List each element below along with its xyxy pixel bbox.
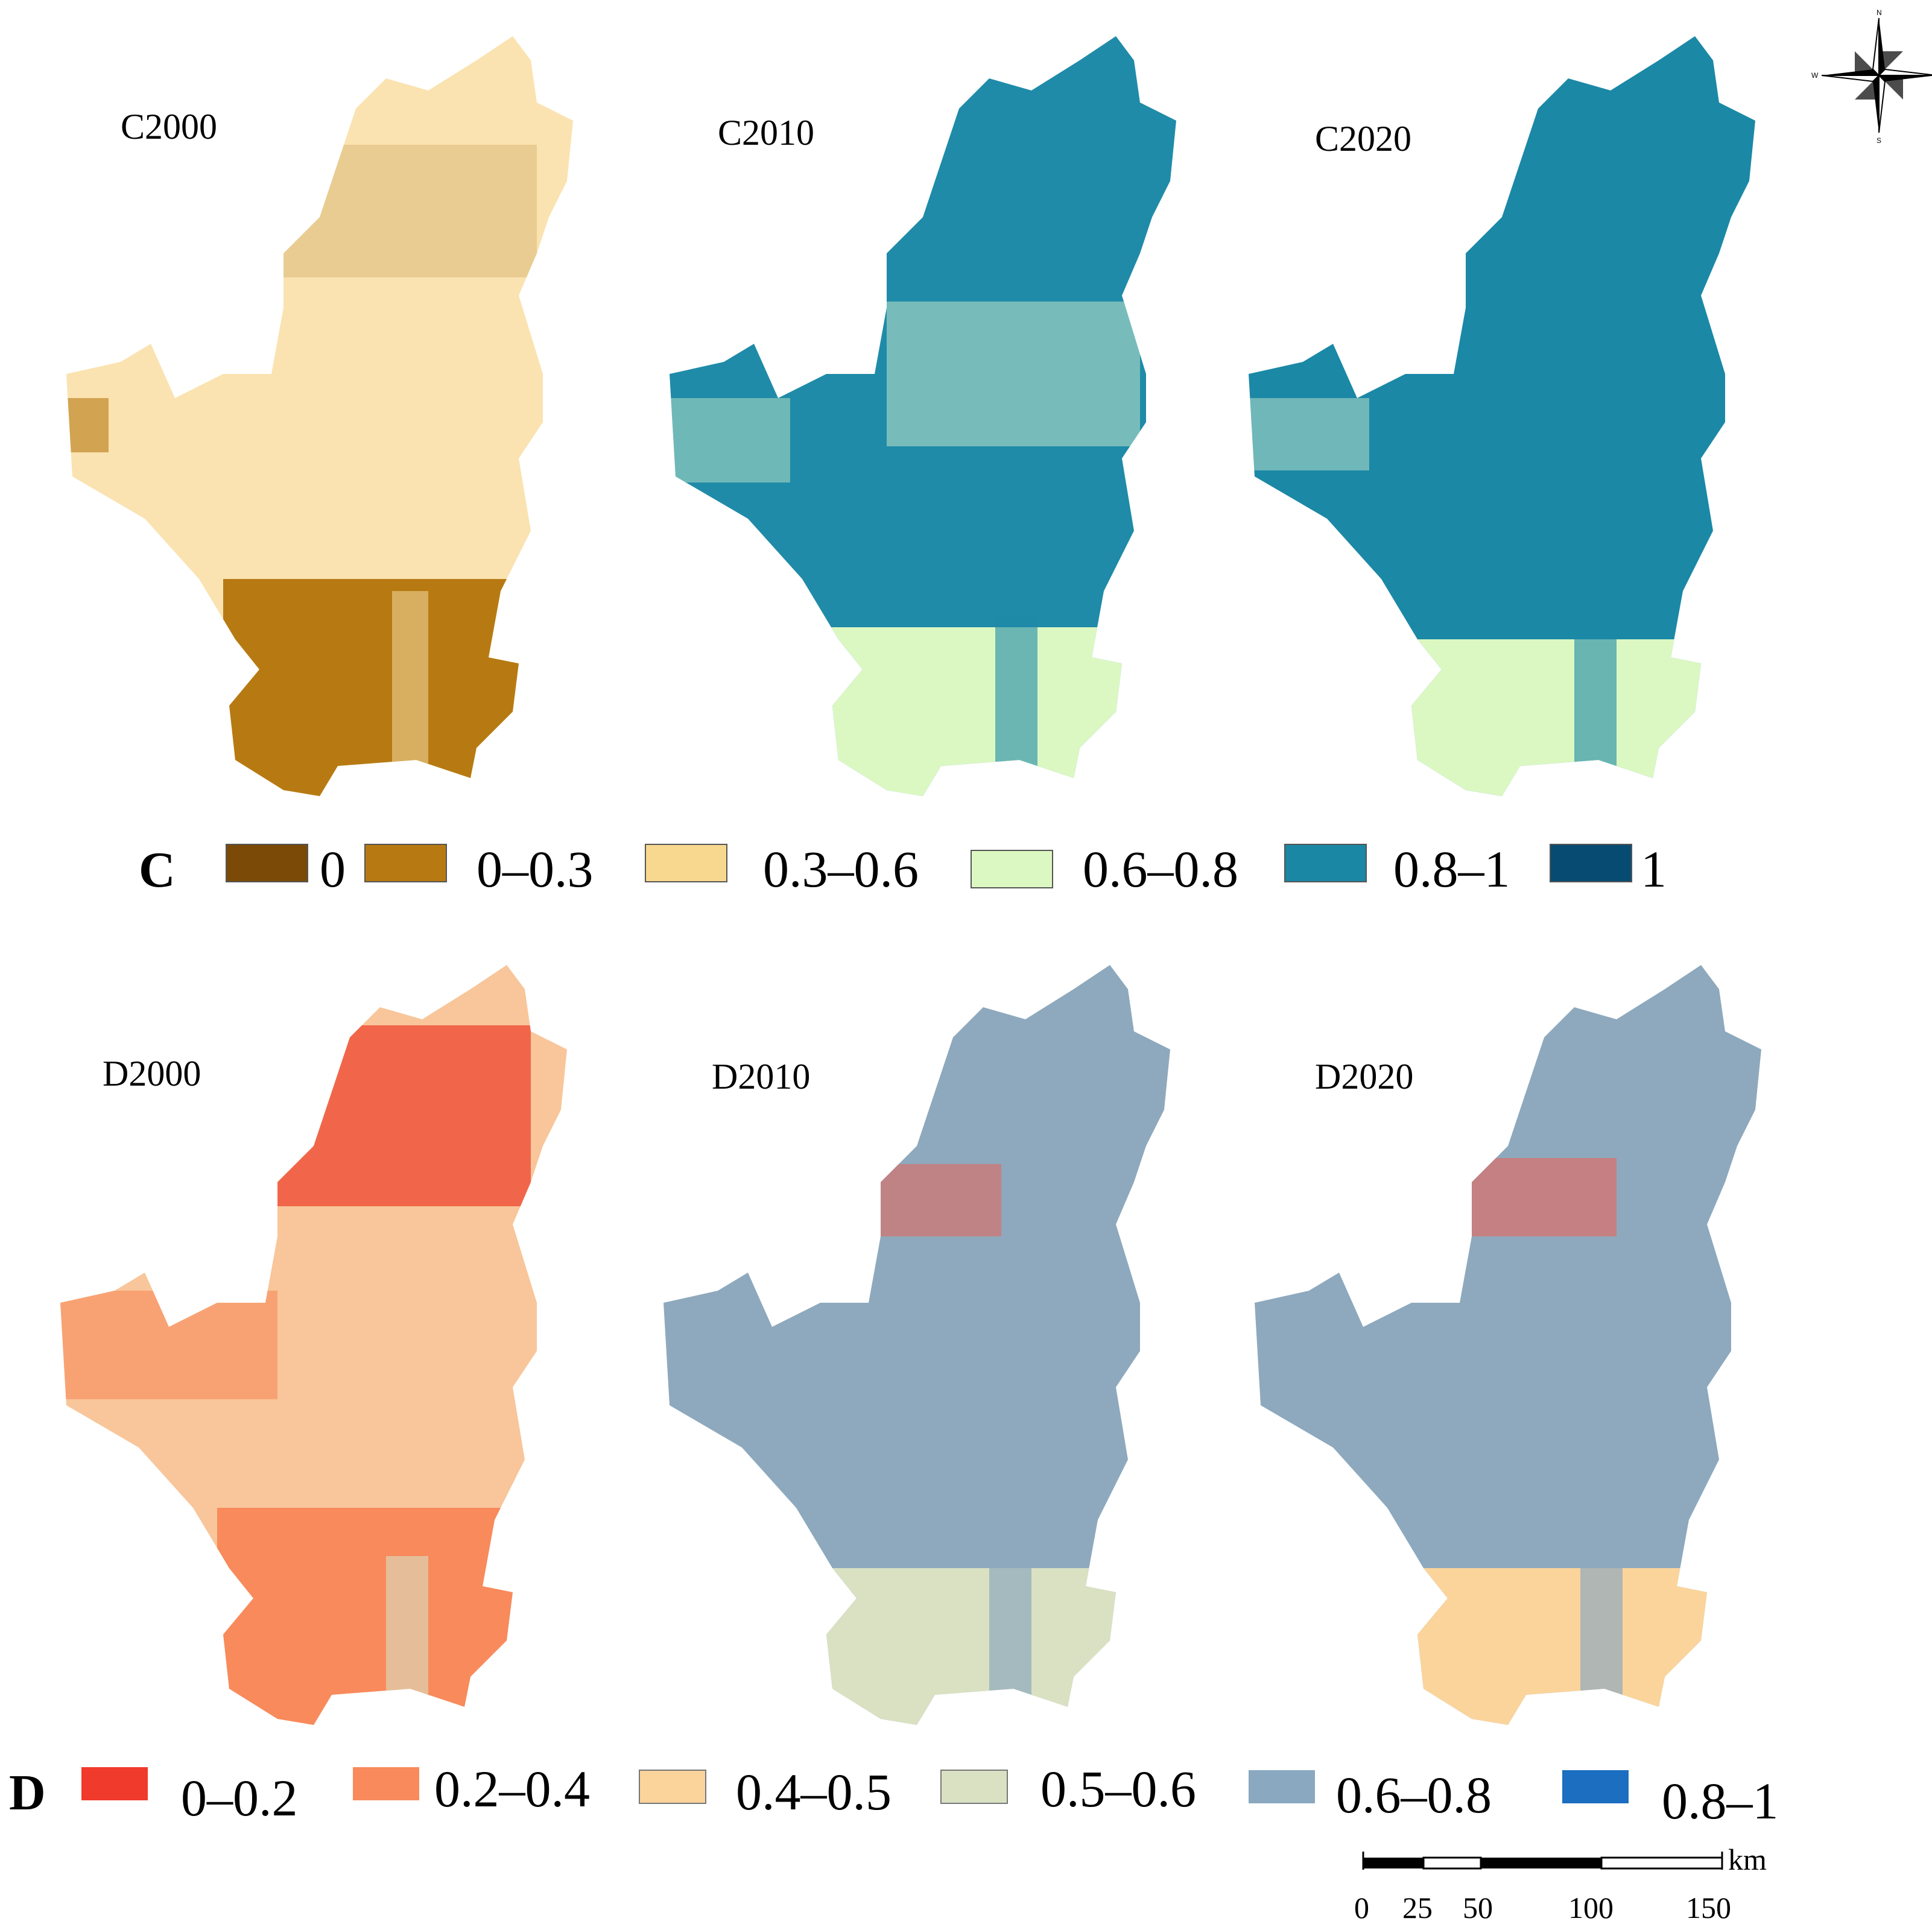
scale-tick-0: 0 [1354, 1891, 1369, 1925]
legend-c-swatch-2 [645, 844, 727, 882]
legend-d-swatch-1 [353, 1767, 419, 1800]
legend-d: D 0–0.2 0.2–0.4 0.4–0.5 0.5–0.6 0.6–0.8 … [9, 1760, 1779, 1830]
legend-c-label-5: 1 [1641, 840, 1667, 898]
title-c2000: C2000 [121, 107, 217, 147]
title-d2000: D2000 [103, 1054, 201, 1093]
scale-tick-150: 150 [1686, 1891, 1731, 1925]
legend-d-swatch-2 [639, 1770, 706, 1804]
legend-c-label-4: 0.8–1 [1393, 840, 1510, 898]
legend-d-heading: D [9, 1765, 46, 1821]
scale-tick-25: 25 [1402, 1891, 1433, 1925]
compass-w: W [1811, 71, 1819, 80]
legend-c-label-2: 0.3–0.6 [763, 840, 919, 898]
c2000-north-zone [283, 145, 537, 277]
legend-d-swatch-0 [81, 1767, 148, 1800]
legend-c-swatch-4 [1284, 844, 1367, 882]
scale-bar: km 0 25 50 100 150 [1354, 1843, 1767, 1925]
map-c2000 [66, 36, 573, 796]
scale-tick-50: 50 [1463, 1891, 1493, 1925]
d2020-north-zone [1472, 1158, 1617, 1236]
legend-d-label-0: 0–0.2 [181, 1769, 298, 1827]
legend-d-swatch-3 [940, 1770, 1008, 1804]
legend-c-label-1: 0–0.3 [477, 840, 594, 898]
legend-d-label-2: 0.4–0.5 [736, 1763, 892, 1821]
legend-d-label-3: 0.5–0.6 [1040, 1760, 1196, 1818]
legend-d-swatch-5 [1562, 1770, 1629, 1803]
scale-tick-100: 100 [1568, 1891, 1614, 1925]
c2010-middle-zone [887, 302, 1140, 446]
title-d2010: D2010 [712, 1057, 810, 1096]
legend-c-heading: C [139, 842, 176, 898]
legend-c-swatch-0 [226, 844, 308, 882]
compass-n: N [1877, 8, 1882, 17]
title-c2020: C2020 [1315, 119, 1411, 159]
d2000-north-zone [277, 1025, 531, 1206]
legend-c-swatch-5 [1550, 844, 1632, 882]
legend-c-swatch-1 [364, 844, 447, 882]
title-d2020: D2020 [1315, 1057, 1413, 1096]
d2010-north-zone [881, 1164, 1001, 1236]
legend-d-label-1: 0.2–0.4 [434, 1760, 590, 1818]
c2020-west-zone [1249, 398, 1369, 470]
legend-d-label-5: 0.8–1 [1662, 1772, 1779, 1830]
legend-c: C 0 0–0.3 0.3–0.6 0.6–0.8 0.8–1 1 [139, 840, 1667, 898]
legend-c-label-0: 0 [320, 840, 346, 898]
legend-d-swatch-4 [1249, 1770, 1315, 1803]
legend-d-label-4: 0.6–0.8 [1336, 1766, 1492, 1824]
legend-c-label-3: 0.6–0.8 [1083, 840, 1238, 898]
d2000-west-zone [60, 1291, 277, 1399]
compass-s: S [1877, 136, 1881, 145]
north-arrow-compass-icon: N E S W [1811, 8, 1932, 145]
title-c2010: C2010 [718, 113, 814, 153]
legend-c-swatch-3 [971, 850, 1053, 888]
scale-unit: km [1728, 1843, 1767, 1876]
